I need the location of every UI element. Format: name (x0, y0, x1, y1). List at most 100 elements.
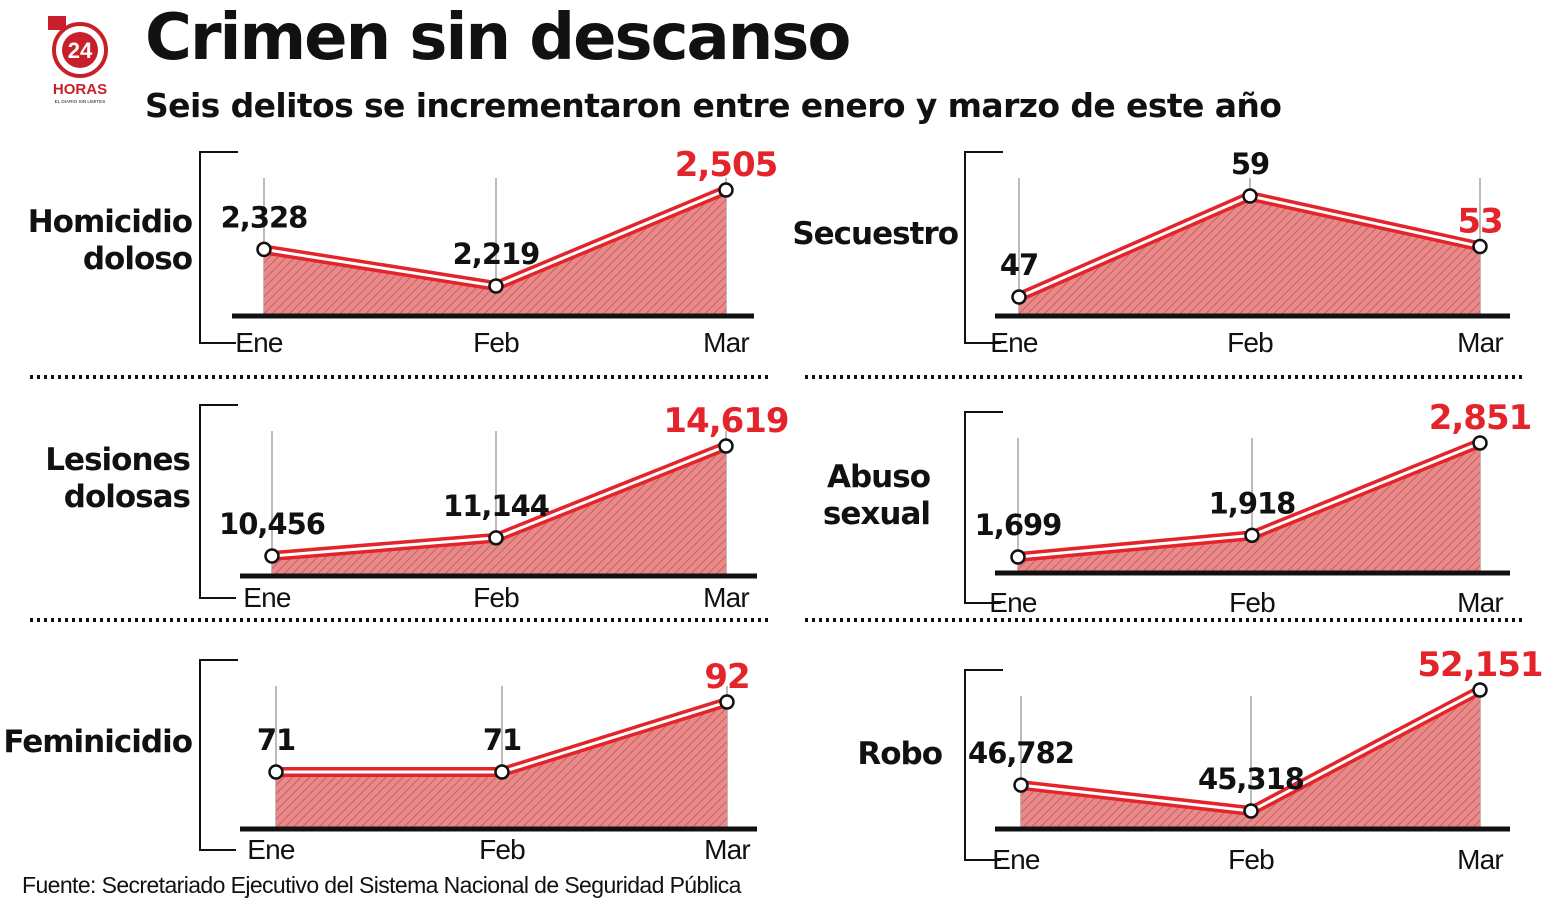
data-label: 11,144 (443, 489, 549, 523)
x-tick-label: Mar (703, 327, 749, 358)
chart-title-line: Secuestro (792, 216, 958, 252)
x-tick-label: Mar (703, 582, 749, 613)
data-point (1244, 527, 1260, 544)
x-tick-label: Mar (704, 834, 750, 865)
data-label: 46,782 (968, 736, 1074, 770)
data-point (718, 182, 734, 198)
x-tick-label: Mar (1457, 587, 1503, 618)
x-tick-label: Feb (1228, 844, 1274, 875)
chart-bracket (199, 404, 238, 599)
x-tick-label: Mar (1457, 327, 1503, 358)
x-tick-label: Feb (473, 582, 519, 613)
data-point (1010, 549, 1026, 565)
series-area (272, 446, 726, 576)
chart-bracket (964, 151, 1003, 344)
data-point (1011, 289, 1027, 305)
data-label: 2,851 (1429, 398, 1532, 438)
chart-title-line: Abuso (827, 459, 930, 495)
chart-panel-2: 10,456 11,144 14,619 Ene Feb Mar Lesiones dolos… (45, 401, 789, 613)
data-label: 14,619 (663, 401, 788, 441)
data-point (718, 438, 734, 454)
data-label: 59 (1231, 147, 1269, 181)
data-point (1243, 803, 1259, 819)
page-subtitle: Seis delitos se incrementaron entre ener… (145, 86, 1282, 125)
data-label: 92 (704, 657, 749, 697)
data-point (256, 241, 272, 258)
data-label: 1,699 (975, 508, 1062, 542)
data-label: 10,456 (219, 507, 325, 541)
logo-tagline: EL DIARIO SIN LÍMITES (55, 98, 106, 104)
x-tick-label: Ene (989, 587, 1037, 618)
dividers (30, 375, 1522, 622)
data-point (719, 694, 735, 710)
data-label: 1,918 (1209, 486, 1296, 520)
x-tick-label: Ene (235, 327, 283, 358)
chart-title-line: dolosas (64, 479, 190, 515)
chart-title: Abuso sexual (823, 459, 930, 532)
chart-title-line: sexual (823, 496, 930, 532)
logo-ring (52, 22, 108, 78)
data-label: 2,219 (453, 237, 540, 271)
logo-disc (62, 32, 98, 68)
series-area (1021, 690, 1480, 829)
chart-panel-5: 46,782 45,318 52,151 Ene Feb Mar Robo (857, 645, 1543, 875)
data-point (494, 764, 510, 780)
chart-title: Lesiones dolosas (45, 442, 190, 515)
chart-panel-4: 71 71 92 Ene Feb Mar Feminicidio (3, 657, 757, 865)
data-label: 2,328 (221, 200, 308, 234)
x-tick-label: Mar (1457, 844, 1503, 875)
data-label: 52,151 (1417, 645, 1542, 685)
chart-panel-3: 1,699 1,918 2,851 Ene Feb Mar Abuso sexual (823, 398, 1532, 618)
chart-bracket (199, 151, 238, 344)
chart-title: Secuestro (792, 216, 958, 252)
x-tick-label: Ene (992, 844, 1040, 875)
logo-flag (48, 16, 66, 30)
chart-title-line: Homicidio (28, 204, 192, 240)
x-tick-label: Ene (990, 327, 1038, 358)
logo-number: 24 (68, 38, 93, 63)
data-point (1242, 188, 1258, 204)
chart-panels: 2,328 2,219 2,505 Ene Feb Mar Homicidio doloso 4… (3, 145, 1543, 875)
chart-title: Robo (857, 736, 942, 772)
data-point (1013, 777, 1029, 793)
chart-bracket (199, 659, 238, 851)
chart-title: Feminicidio (3, 724, 192, 760)
data-point (268, 764, 284, 780)
page-title: Crimen sin descanso (145, 1, 851, 75)
data-point (1472, 682, 1488, 698)
24-horas-logo: 24 HORAS EL DIARIO SIN LÍMITES (48, 16, 108, 104)
series-area (1018, 443, 1480, 573)
chart-title-line: doloso (83, 241, 192, 277)
chart-title-line: Feminicidio (3, 724, 192, 760)
data-label: 71 (483, 723, 521, 757)
data-point (1472, 435, 1488, 451)
data-point (488, 278, 504, 294)
chart-title-line: Lesiones (45, 442, 190, 478)
data-label: 47 (1000, 248, 1038, 282)
x-tick-label: Ene (243, 582, 291, 613)
source-note: Fuente: Secretariado Ejecutivo del Siste… (22, 872, 741, 898)
x-tick-label: Ene (247, 834, 295, 865)
logo-name: HORAS (53, 81, 107, 98)
data-point (1472, 238, 1488, 255)
data-label: 45,318 (1198, 762, 1304, 796)
x-tick-label: Feb (479, 834, 525, 865)
data-label: 71 (257, 723, 295, 757)
chart-bracket (964, 411, 1003, 604)
data-point (264, 548, 280, 564)
series-area (1019, 196, 1480, 316)
data-point (488, 530, 504, 546)
series-area (264, 190, 726, 316)
chart-panel-0: 2,328 2,219 2,505 Ene Feb Mar Homicidio doloso (28, 145, 779, 358)
chart-bracket (964, 669, 1003, 861)
data-label: 53 (1457, 202, 1502, 242)
x-tick-label: Feb (473, 327, 519, 358)
x-tick-label: Feb (1229, 587, 1275, 618)
series-area (276, 702, 727, 829)
chart-title-line: Robo (857, 736, 942, 772)
chart-panel-1: 47 59 53 Ene Feb Mar Secuestro (792, 147, 1510, 358)
chart-title: Homicidio doloso (28, 204, 192, 277)
x-tick-label: Feb (1227, 327, 1273, 358)
data-label: 2,505 (675, 145, 778, 185)
